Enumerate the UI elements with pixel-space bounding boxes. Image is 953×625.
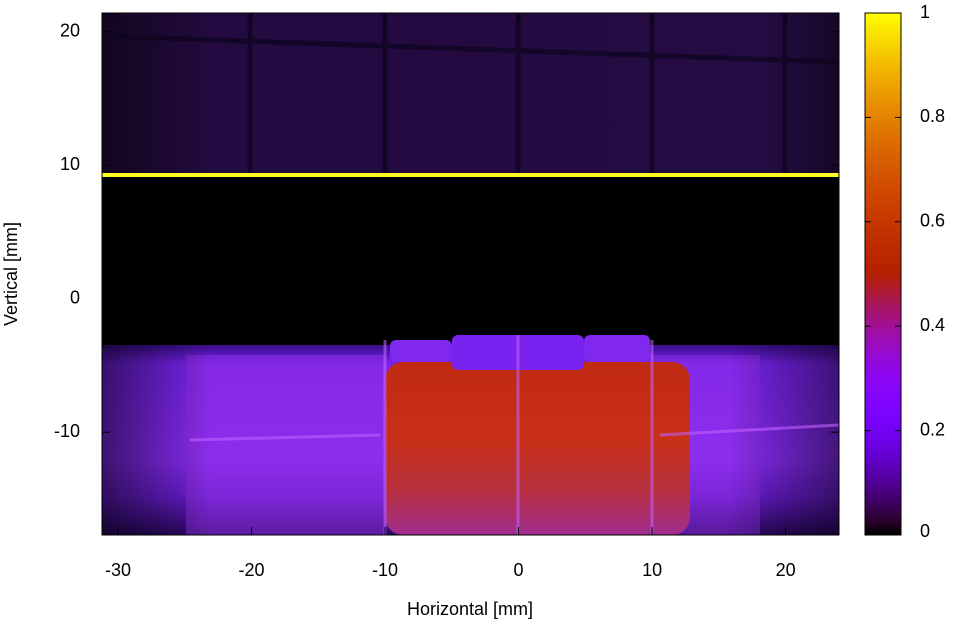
colorbar-tick-label: 0.2 xyxy=(920,419,945,439)
x-tick-label: 0 xyxy=(514,560,524,580)
colorbar-tick-label: 0.6 xyxy=(920,211,945,231)
y-axis-label: Vertical [mm] xyxy=(1,222,21,326)
y-tick-label: 20 xyxy=(60,20,80,40)
y-tick-label: -10 xyxy=(54,421,80,441)
colorbar-tick-label: 0.8 xyxy=(920,106,945,126)
y-tick-label: 10 xyxy=(60,154,80,174)
x-tick-label: -20 xyxy=(239,560,265,580)
x-axis-label: Horizontal [mm] xyxy=(407,599,533,619)
x-tick-label: 10 xyxy=(642,560,662,580)
heatmap-image xyxy=(101,13,840,535)
x-tick-label: -10 xyxy=(372,560,398,580)
x-tick-label: -30 xyxy=(105,560,131,580)
colorbar xyxy=(864,12,902,536)
colorbar-tick-label: 1 xyxy=(920,2,930,22)
colorbar-tick-label: 0 xyxy=(920,521,930,541)
x-tick-label: 20 xyxy=(776,560,796,580)
y-tick-label: 0 xyxy=(70,287,80,307)
plot-frame xyxy=(101,12,840,536)
colorbar-tick-label: 0.4 xyxy=(920,315,945,335)
